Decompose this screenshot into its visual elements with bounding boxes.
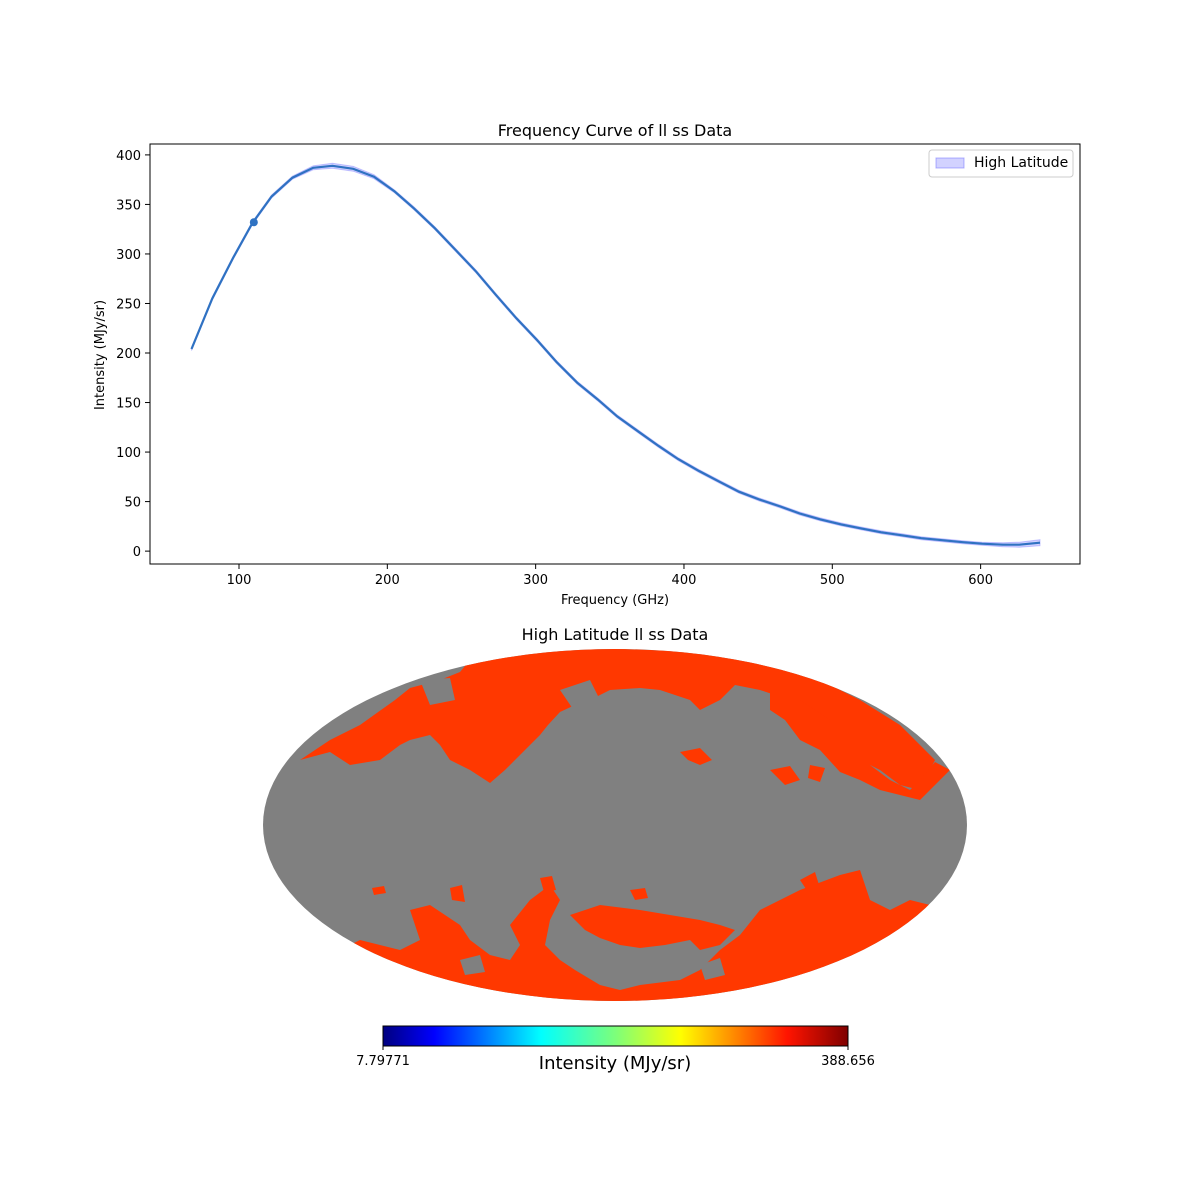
north-region-west [300, 649, 935, 790]
masked-gaps [420, 678, 725, 980]
x-tick-label-200: 200 [375, 573, 400, 588]
y-tick-label-50: 50 [124, 496, 141, 511]
legend-swatch [935, 157, 965, 169]
series-marker [249, 218, 258, 227]
legend: High Latitude [928, 149, 1074, 178]
north-speck-2 [770, 766, 800, 785]
y-tick-label-0: 0 [133, 545, 141, 560]
line-chart-axes: 100 200 300 400 500 600 0 50 100 150 200 250 300 350 4… [116, 149, 993, 588]
x-tick-label-300: 300 [523, 573, 548, 588]
y-axis-label: Intensity (MJy/sr) [93, 300, 108, 410]
south-region-center [570, 905, 735, 950]
x-tick-label-500: 500 [820, 573, 845, 588]
confidence-band [191, 162, 1041, 548]
south-speck-1 [800, 872, 820, 892]
x-axis-label: Frequency (GHz) [561, 593, 669, 608]
south-speck-2 [630, 888, 648, 900]
line-chart-title: Frequency Curve of ll ss Data [498, 121, 732, 140]
sky-map-title: High Latitude ll ss Data [522, 625, 709, 644]
y-tick-label-200: 200 [116, 347, 141, 362]
south-speck-4 [540, 876, 556, 892]
y-tick-label-100: 100 [116, 446, 141, 461]
gap-5 [600, 958, 660, 975]
plot-frame [149, 143, 1081, 565]
south-speck-5 [372, 886, 386, 895]
x-tick-label-100: 100 [227, 573, 252, 588]
gap-1 [420, 678, 455, 705]
north-speck-1 [680, 748, 712, 765]
series-line-high-latitude [190, 164, 1041, 546]
line-chart: Frequency Curve of ll ss Data 100 200 300 4… [93, 121, 1081, 608]
x-tick-label-600: 600 [968, 573, 993, 588]
gap-2 [560, 680, 600, 712]
x-tick-label-400: 400 [672, 573, 697, 588]
north-speck-3 [808, 765, 825, 782]
colorbar: 7.79771 388.656 Intensity (MJy/sr) [356, 1025, 875, 1074]
legend-frame [928, 149, 1074, 178]
gap-3 [700, 958, 725, 980]
y-tick-label-400: 400 [116, 149, 141, 164]
legend-label: High Latitude [974, 155, 1068, 171]
colorbar-min-label: 7.79771 [356, 1054, 410, 1069]
gap-4 [460, 955, 485, 975]
south-speck-3 [450, 885, 465, 902]
y-tick-label-300: 300 [116, 248, 141, 263]
colorbar-max-label: 388.656 [821, 1054, 875, 1069]
colorbar-label: Intensity (MJy/sr) [539, 1053, 691, 1074]
north-region-east [770, 690, 950, 800]
y-tick-label-250: 250 [116, 297, 141, 312]
y-tick-label-150: 150 [116, 397, 141, 412]
colorbar-gradient [382, 1025, 849, 1047]
y-tick-label-350: 350 [116, 198, 141, 213]
sky-map: High Latitude ll ss Data [263, 625, 967, 1001]
